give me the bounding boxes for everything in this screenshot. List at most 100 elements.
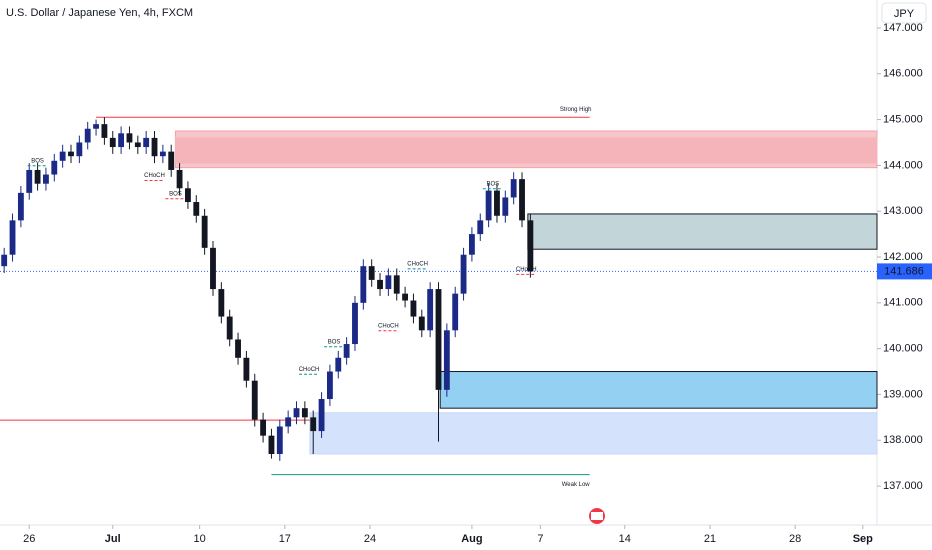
x-tick-label: 17	[279, 533, 291, 545]
candle-body	[126, 133, 133, 143]
candle-body	[93, 124, 99, 129]
candle-body	[17, 192, 24, 221]
y-tick-label: 137.000	[883, 480, 923, 492]
candle-body	[310, 417, 317, 432]
candle-body	[519, 179, 525, 221]
candle-body	[502, 197, 509, 216]
x-tick-label: 7	[537, 533, 543, 545]
candle-body	[268, 435, 275, 454]
candle-body	[393, 275, 400, 294]
candle-body	[318, 399, 325, 432]
candle-body	[285, 417, 292, 427]
candle-body	[293, 408, 300, 418]
candle-body	[360, 266, 367, 303]
candle-body	[68, 151, 74, 157]
candle-body	[218, 289, 225, 317]
annotation: CHoCH	[516, 267, 537, 273]
candle-body	[243, 357, 250, 381]
annotation: CHoCH	[407, 261, 428, 267]
candle-body	[226, 316, 233, 340]
y-tick-label: 144.000	[883, 159, 923, 171]
x-tick-label: 28	[789, 533, 801, 545]
candle-body	[460, 254, 467, 294]
candle-body	[134, 142, 141, 148]
candle-body	[477, 220, 484, 235]
last-price-tag	[877, 263, 932, 280]
annotation: CHoCH	[378, 323, 399, 329]
y-tick-label: 141.000	[883, 297, 923, 309]
candle-body	[34, 169, 41, 184]
candle-body	[59, 151, 66, 161]
candle-body	[335, 357, 342, 372]
candle-body	[159, 151, 166, 157]
annotation: BOS	[328, 339, 341, 345]
candle-body	[235, 339, 241, 358]
x-tick-label: 26	[23, 533, 35, 545]
zone	[439, 371, 878, 409]
y-tick-label: 139.000	[883, 388, 923, 400]
y-tick-label: 140.000	[883, 343, 923, 355]
candle-body	[168, 151, 175, 170]
candle-body	[276, 426, 283, 454]
candle-body	[418, 316, 425, 331]
currency-button[interactable]	[881, 2, 927, 24]
candle-body	[527, 220, 534, 272]
candle-body	[385, 275, 392, 290]
candle-body	[26, 169, 33, 193]
x-tick-label: 24	[364, 533, 376, 545]
annotation: CHoCH	[299, 367, 320, 373]
candle-body	[443, 330, 450, 390]
candle-body	[176, 169, 183, 189]
candle-body	[485, 190, 492, 221]
candle-body	[51, 160, 58, 175]
x-tick-label: 21	[704, 533, 716, 545]
level-label: Strong High	[560, 107, 592, 113]
x-tick-label: 14	[619, 533, 631, 545]
chart-title: U.S. Dollar / Japanese Yen, 4h, FXCM	[6, 7, 193, 19]
event-flag[interactable]	[589, 508, 605, 524]
annotation: BOS	[31, 158, 44, 164]
candle-body	[427, 289, 434, 331]
candle-body	[9, 220, 16, 255]
candle-body	[402, 293, 409, 301]
zone	[527, 213, 878, 250]
y-tick-label: 142.000	[883, 251, 923, 263]
candle-body	[326, 371, 333, 400]
x-tick-label: Sep	[853, 533, 873, 545]
annotation: BOS	[486, 181, 499, 187]
candle-body	[368, 266, 375, 280]
y-tick-label: 138.000	[883, 434, 923, 446]
flag-stripe	[591, 512, 603, 520]
candle-body	[410, 300, 417, 317]
candle-body	[185, 188, 191, 203]
candle-body	[301, 408, 308, 418]
candle-body	[84, 128, 91, 143]
currency-label: JPY	[894, 8, 915, 20]
candle-body	[201, 215, 208, 248]
candle-body	[118, 133, 125, 148]
candle-body	[101, 124, 108, 138]
y-tick-label: 145.000	[883, 113, 923, 125]
x-tick-label: Aug	[461, 533, 482, 545]
candle-body	[494, 190, 500, 216]
candle-body	[210, 247, 216, 290]
y-tick-label: 143.000	[883, 205, 923, 217]
level-label: Weak Low	[562, 482, 591, 488]
candle-body	[43, 174, 49, 184]
x-tick-label: Jul	[105, 533, 121, 545]
candle-body	[76, 142, 83, 157]
candle-body	[143, 137, 150, 148]
candle-body	[343, 344, 350, 358]
candle-body	[510, 179, 517, 198]
candle-body	[435, 289, 442, 390]
candle-body	[377, 279, 383, 290]
x-tick-label: 10	[193, 533, 205, 545]
candle-body	[1, 254, 8, 267]
candle-body	[260, 419, 267, 436]
candle-body	[468, 234, 475, 255]
candle-body	[151, 137, 158, 157]
candle-body	[193, 202, 200, 216]
y-tick-label: 146.000	[883, 68, 923, 80]
